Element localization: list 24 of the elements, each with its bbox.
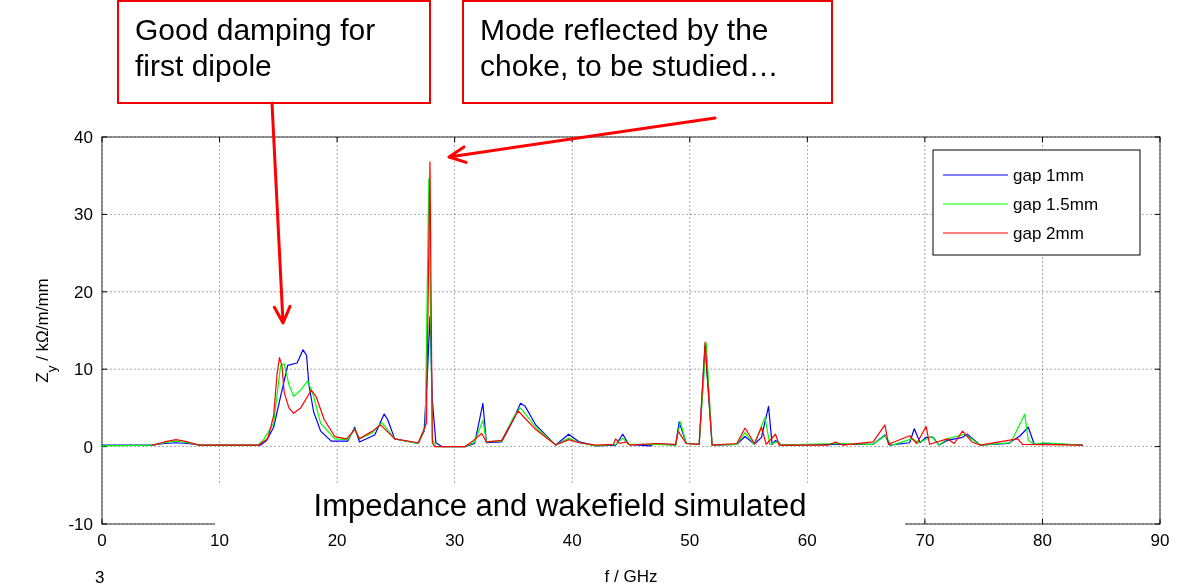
y-tick-label: -10 xyxy=(68,514,93,534)
x-tick-label: 20 xyxy=(327,531,347,550)
y-tick-label: 20 xyxy=(74,282,93,302)
y-tick-label: 0 xyxy=(83,437,93,457)
x-tick-label: 30 xyxy=(445,531,465,550)
text: Good damping for first dipole xyxy=(135,13,376,82)
legend-label: gap 2mm xyxy=(1013,223,1084,243)
x-tick-label: 50 xyxy=(680,531,700,550)
y-tick-label: 30 xyxy=(74,205,93,225)
legend-label: gap 1mm xyxy=(1013,165,1084,185)
x-tick-label: 60 xyxy=(797,531,817,550)
x-tick-label: 90 xyxy=(1150,531,1170,550)
x-tick-label: 40 xyxy=(562,531,582,550)
x-tick-label: 10 xyxy=(210,531,230,550)
text: 3 xyxy=(95,568,105,587)
x-tick-label: 0 xyxy=(97,531,107,550)
legend-label: gap 1.5mm xyxy=(1013,194,1099,214)
x-tick-label: 80 xyxy=(1032,531,1052,550)
text: Mode reflected by the choke, to be studied… xyxy=(480,13,779,82)
annotation: Impedance and wakefield simulated xyxy=(313,488,807,523)
x-tick-label: 70 xyxy=(915,531,935,550)
x-axis-title: f / GHz xyxy=(604,567,658,586)
y-tick-label: 10 xyxy=(74,360,93,380)
y-tick-label: 40 xyxy=(74,127,93,147)
